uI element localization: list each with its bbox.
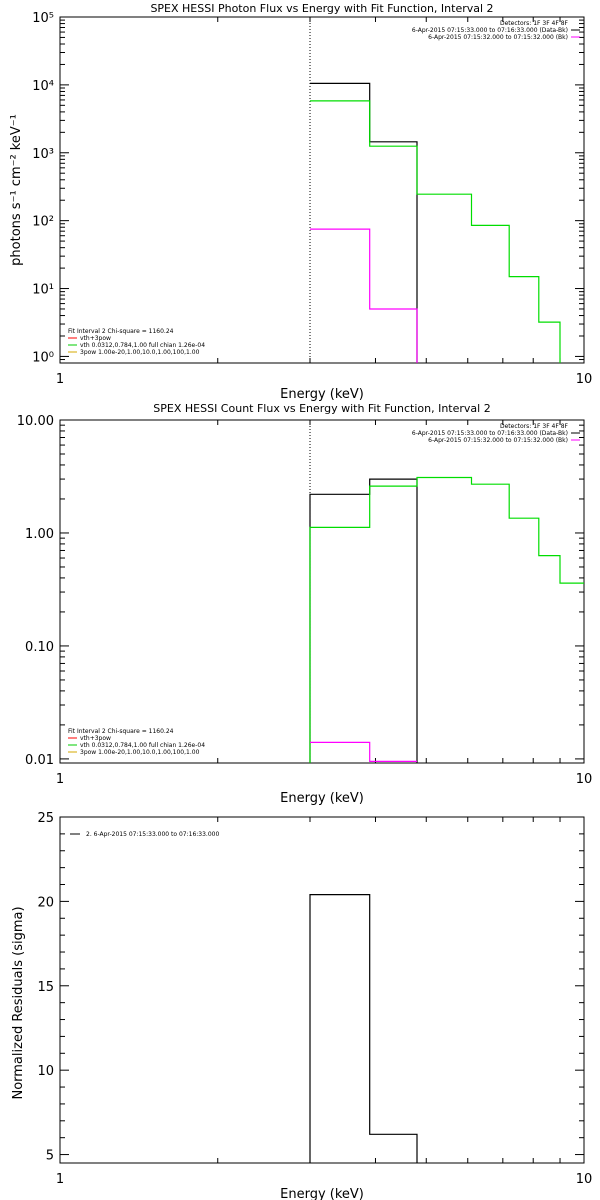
panel2-series-3 — [310, 741, 417, 763]
panel1-series-3 — [310, 228, 418, 363]
panel1-header-line: 6-Apr-2015 07:15:32.000 to 07:15:32.000 … — [428, 34, 568, 41]
panel3-series-1 — [309, 893, 418, 1163]
panel3-ytick-label: 20 — [37, 895, 54, 910]
panel1-series-1 — [310, 82, 418, 363]
panel3-ytick-label: 5 — [46, 1149, 54, 1164]
panel1-fit-info-line: 3pow 1.00e-20,1.00,10.0,1.00,100,1.00 — [80, 349, 200, 356]
panel1-ytick-label: 10⁰ — [32, 350, 54, 365]
panel2-ytick-label: 0.01 — [25, 753, 54, 768]
panel2-title: SPEX HESSI Count Flux vs Energy with Fit… — [153, 402, 490, 415]
panel2-fit-info-line: vth 0.0312,0.784,1.00 full chian 1.26e-0… — [80, 742, 205, 749]
panel1-ytick-label: 10² — [32, 215, 54, 230]
panel3-xtick-label: 1 — [56, 1172, 64, 1187]
panel3-frame — [59, 816, 585, 1164]
panel3-ytick-label: 25 — [37, 811, 54, 826]
panel1-ytick-label: 10⁵ — [32, 11, 54, 26]
panel3-ylabel: Normalized Residuals (sigma) — [11, 906, 26, 1099]
panel1-fit-info-line: Fit Interval 2 Chi-square = 1160.24 — [68, 328, 174, 335]
panel1-xtick-label: 1 — [56, 372, 64, 387]
panel2-fit-info-line: vth+3pow — [80, 735, 111, 742]
panel1-xtick-label: 10 — [576, 372, 593, 387]
panel2-fit-info-line: Fit Interval 2 Chi-square = 1160.24 — [68, 728, 174, 735]
panel1-title: SPEX HESSI Photon Flux vs Energy with Fi… — [150, 2, 493, 15]
panel2-series-2 — [309, 476, 584, 763]
panel1-ytick-label: 10³ — [32, 147, 54, 162]
panel2-ytick-label: 10.00 — [17, 414, 54, 429]
panel3-xlabel: Energy (keV) — [280, 1187, 364, 1200]
panel2-header-line: 6-Apr-2015 07:15:33.000 to 07:16:33.000 … — [412, 430, 568, 437]
panel1-fit-info-line: vth 0.0312,0.784,1.00 full chian 1.26e-0… — [80, 342, 205, 349]
panel2-fit-info-line: 3pow 1.00e-20,1.00,10.0,1.00,100,1.00 — [80, 749, 200, 756]
panel3-ytick-label: 10 — [37, 1064, 54, 1079]
panel1-series-2 — [310, 100, 561, 363]
panel2-xtick-label: 1 — [56, 772, 64, 787]
panel2-header-line: Detectors: 1F 3F 4F 8F — [500, 423, 569, 430]
panel1-ytick-label: 10¹ — [32, 283, 54, 298]
panel1-ytick-label: 10⁴ — [32, 79, 54, 94]
panel1-fit-info-line: vth+3pow — [80, 335, 111, 342]
panel2-ytick-label: 0.10 — [25, 640, 54, 655]
panel1-frame — [59, 16, 585, 364]
panel2-frame — [59, 419, 585, 764]
panel2-header-line: 6-Apr-2015 07:15:32.000 to 07:15:32.000 … — [428, 437, 568, 444]
panel2-series-1 — [309, 478, 418, 763]
panel3-legend-label: 2. 6-Apr-2015 07:15:33.000 to 07:16:33.0… — [86, 831, 219, 838]
panel1-xlabel: Energy (keV) — [280, 387, 364, 402]
panel2-ytick-label: 1.00 — [25, 527, 54, 542]
panel3-ytick-label: 15 — [37, 980, 54, 995]
panel2-xlabel: Energy (keV) — [280, 791, 364, 806]
panel1-ylabel: photons s⁻¹ cm⁻² keV⁻¹ — [9, 114, 24, 266]
panel1-header-line: Detectors: 1F 3F 4F 8F — [500, 20, 569, 27]
panel1-header-line: 6-Apr-2015 07:15:33.000 to 07:16:33.000 … — [412, 27, 568, 34]
panel2-xtick-label: 10 — [576, 772, 593, 787]
panel3-xtick-label: 10 — [576, 1172, 593, 1187]
